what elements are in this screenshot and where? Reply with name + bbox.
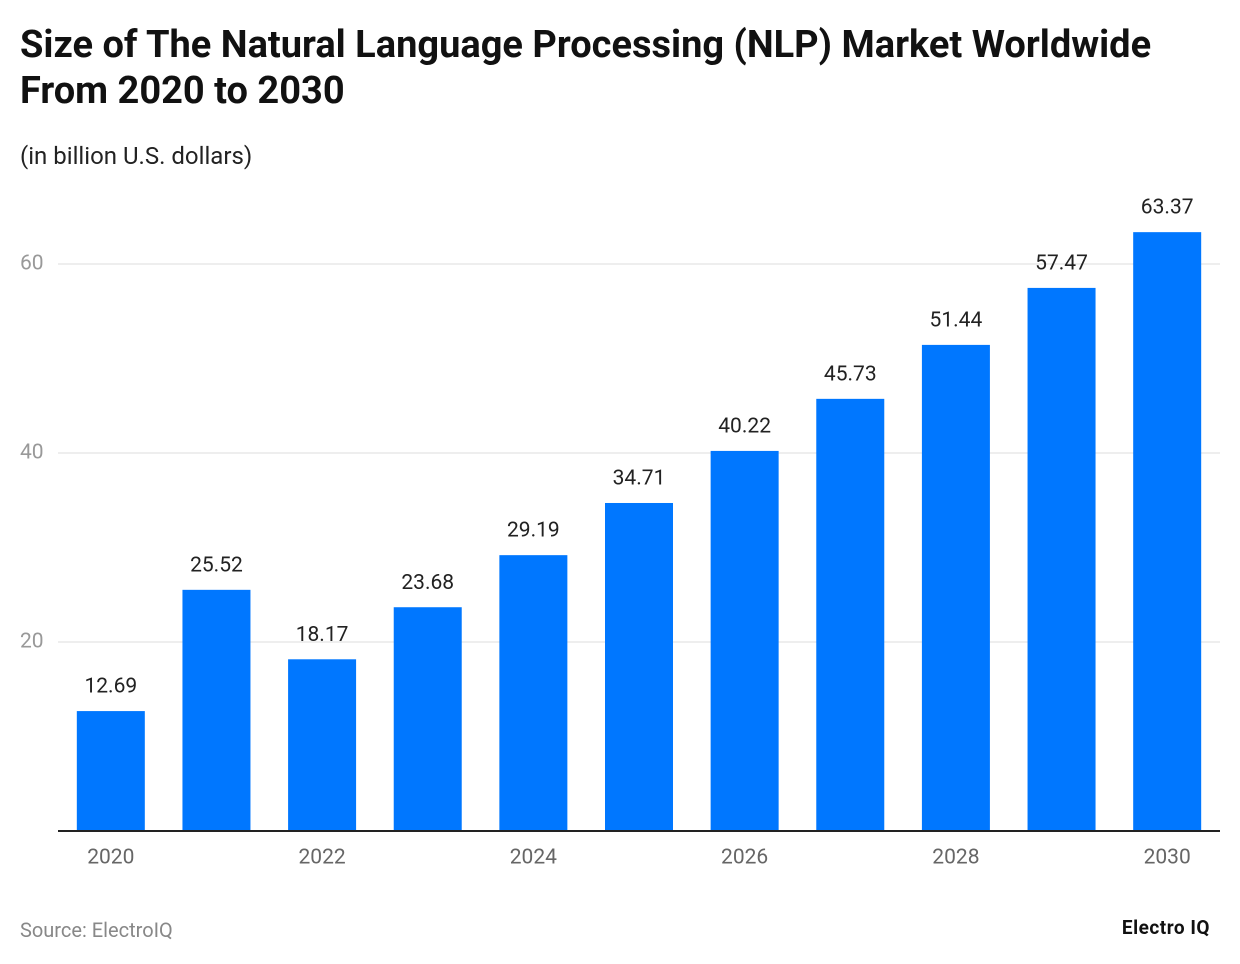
value-label: 45.73 [824,362,877,386]
bar [1027,287,1096,831]
x-tick-label: 2020 [87,846,134,870]
bar [393,607,462,831]
value-label: 18.17 [296,623,349,647]
x-tick-label: 2026 [721,846,768,870]
value-label: 34.71 [613,467,666,491]
x-tick-label: 2024 [510,846,557,870]
x-tick-label: 2030 [1144,846,1191,870]
value-label: 29.19 [507,519,560,543]
chart-title: Size of The Natural Language Processing … [20,23,1152,113]
y-tick-label: 20 [20,630,44,654]
chart-subtitle: (in billion U.S. dollars) [20,142,253,170]
bar [182,589,251,831]
bar [1133,232,1202,831]
x-tick-label: 2028 [932,846,979,870]
y-tick-label: 40 [20,441,44,465]
bar [710,450,779,831]
value-label: 63.37 [1141,196,1194,220]
value-label: 23.68 [401,571,454,595]
value-label: 57.47 [1035,251,1088,275]
bar [605,502,673,831]
bar [921,344,990,831]
value-label: 12.69 [84,675,137,699]
value-label: 40.22 [718,414,771,438]
value-label: 25.52 [190,553,243,577]
x-tick-label: 2022 [298,846,345,870]
brand-logo: Electro IQ [1121,916,1210,939]
bar [76,711,145,831]
bar [288,659,357,831]
y-tick-label: 60 [20,252,44,276]
value-label: 51.44 [930,308,983,332]
source: Source: ElectroIQ [20,918,173,942]
bar [499,555,568,831]
bar [816,398,885,831]
